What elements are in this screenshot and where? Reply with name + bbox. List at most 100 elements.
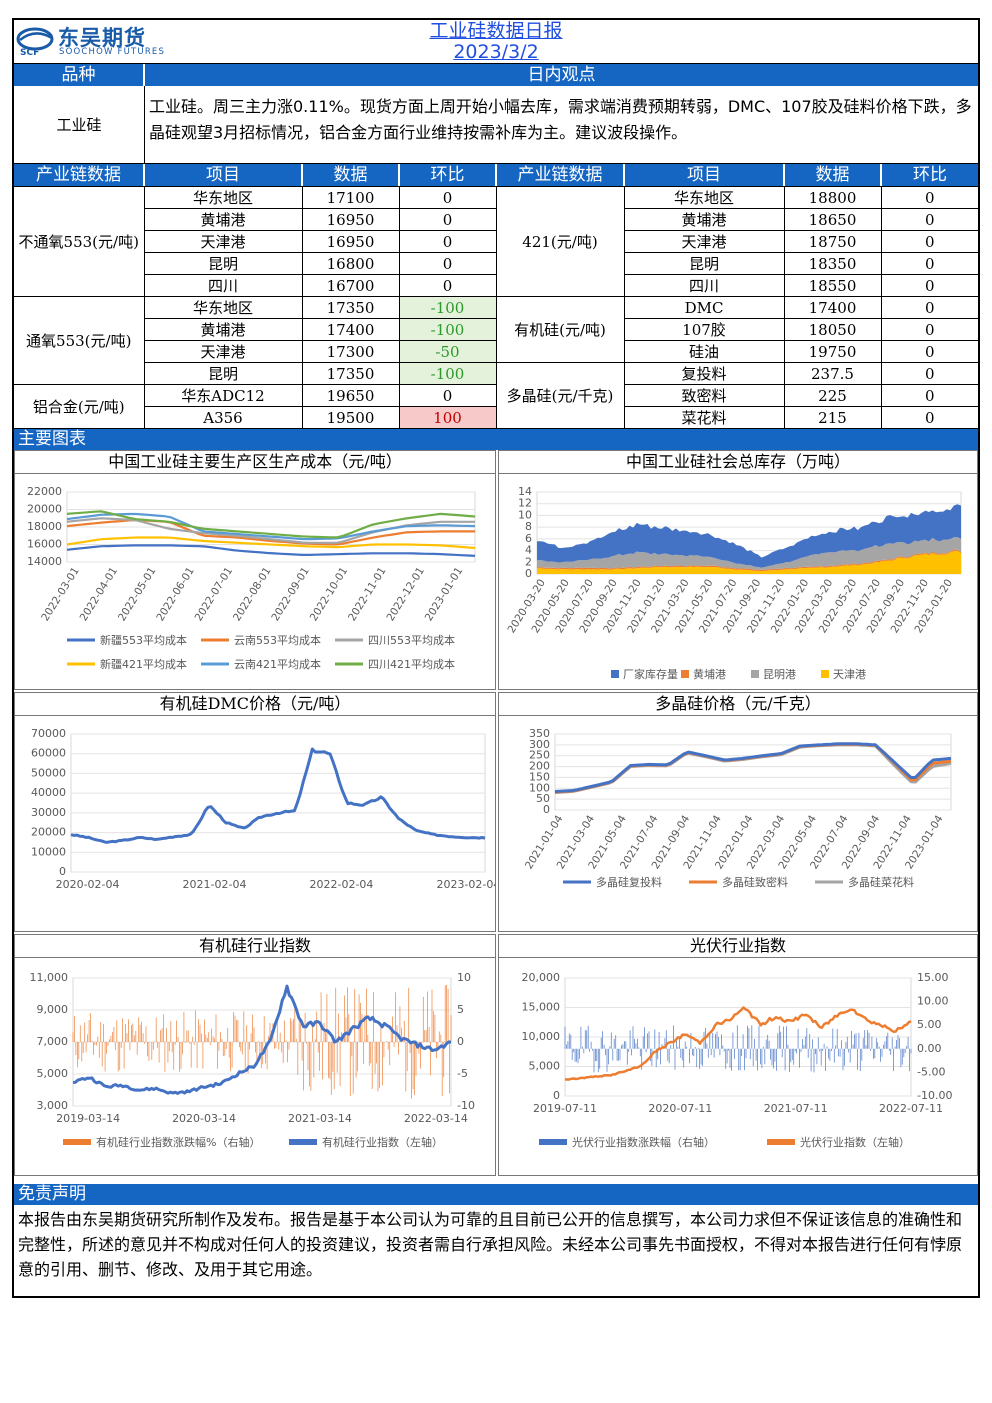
right-value-cell: 237.5: [783, 362, 882, 385]
plot-area: [70, 733, 486, 873]
x-tick-label: 2022-09-01: [269, 565, 312, 623]
right-item-cell: 四川: [623, 274, 785, 297]
right-change-cell: 0: [880, 186, 980, 209]
x-tick-label: 2022-06-01: [154, 565, 197, 623]
chart-cell-dmc: 有机硅DMC价格（元/吨） 70000 60000 50000 40000 30000 2…: [14, 692, 496, 932]
y-tick-label: 14: [518, 485, 532, 498]
chart-polysilicon-price: 3503002502001501005002021-01-042021-03-0…: [499, 715, 977, 889]
y-tick-label: 40000: [31, 786, 66, 799]
y-tick-label: 30000: [31, 806, 66, 819]
y-tick-label: 15,000: [522, 1001, 561, 1014]
variety-name: 工业硅: [14, 86, 145, 163]
view-header-bar: 品种 日内观点: [12, 64, 980, 86]
table-row: 昆明 17350 -100 多晶硅(元/千克) 复投料 237.5 0: [13, 362, 980, 429]
y-right-tick-label: 0.00: [917, 1042, 942, 1055]
right-change-cell: 0: [880, 362, 980, 385]
left-group-label: 通氧553(元/吨): [12, 296, 145, 385]
chart-title-polysilicon: 多晶硅价格（元/千克）: [655, 694, 821, 713]
right-item-cell: 菜花料: [623, 406, 785, 429]
left-change-cell: 0: [398, 230, 497, 253]
y-tick-label: 5,000: [37, 1067, 69, 1080]
chart-cell-cost: 中国工业硅主要生产区生产成本（元/吨） 22000 20000 18000 16000…: [14, 450, 496, 690]
legend-label: 黄埔港: [693, 667, 726, 681]
legend-label: 光伏行业指数（左轴）: [800, 1135, 910, 1149]
x-tick-label: 2022-07-11: [879, 1102, 943, 1115]
x-tick-label: 2022-12-01: [384, 565, 427, 623]
y-right-tick-label: -10: [457, 1099, 475, 1112]
left-group-label: 铝合金(元/吨): [12, 384, 145, 429]
left-item-cell: 华东地区: [143, 186, 303, 209]
right-item-cell: 复投料: [623, 362, 785, 385]
left-value-cell: 16950: [301, 208, 400, 231]
chart-title-pv-index: 光伏行业指数: [689, 936, 786, 955]
series-line: [554, 743, 952, 795]
legend-label: 四川553平均成本: [368, 633, 455, 647]
x-tick-label: 2021-07-11: [764, 1102, 828, 1115]
table-row: 四川 16700 0 四川 18550 0: [13, 274, 980, 297]
chart-title-inventory: 中国工业硅社会总库存（万吨）: [625, 452, 850, 471]
series-line: [66, 517, 475, 544]
left-item-cell: 昆明: [143, 252, 303, 275]
series-line: [66, 544, 476, 557]
x-tick-label: 2023-01-01: [423, 565, 466, 623]
x-tick-label: 2020-03-14: [172, 1112, 236, 1125]
y-tick-label: 12: [518, 497, 532, 510]
left-change-cell: 0: [398, 384, 497, 407]
series-change-bars: [72, 985, 452, 1099]
y-tick-label: 0: [59, 865, 66, 878]
right-change-cell: 0: [880, 384, 980, 407]
chart-social-inventory: 141210864202020-03-202020-05-202020-07-2…: [499, 473, 977, 681]
y-tick-label: 11,000: [30, 971, 69, 984]
y-tick-label: 7,000: [37, 1035, 69, 1048]
right-value-cell: 215: [783, 406, 882, 429]
legend-label: 昆明港: [763, 668, 796, 681]
x-tick-label: 2020-02-04: [56, 878, 120, 891]
left-change-cell: -100: [398, 362, 497, 385]
series-change-bars: [564, 1025, 912, 1073]
right-value-cell: 225: [783, 384, 882, 407]
y-tick-label: 9,000: [37, 1003, 69, 1016]
y-tick-label: 50: [536, 792, 550, 805]
logo-english-name: SOOCHOW FUTURES: [59, 47, 166, 57]
logo-chinese-name: 东吴期货: [58, 26, 146, 50]
chart-silicone-index: 11,000 9,000 7,000 5,000 3,000 10 5 0 -5 -10 2019-…: [15, 957, 495, 1149]
right-group-label: 421(元/吨): [495, 186, 625, 297]
x-tick-label: 2019-07-11: [533, 1102, 597, 1115]
series-line: [66, 536, 476, 550]
y-tick-label: 150: [529, 770, 550, 783]
disclaimer-text: 本报告由东吴期货研究所制作及发布。报告是基于本公司认为可靠的且目前已公开的信息撰…: [12, 1205, 980, 1298]
right-value-cell: 18550: [783, 274, 882, 297]
y-tick-label: 60000: [31, 747, 66, 760]
y-tick-label: 100: [529, 781, 550, 794]
series-line: [66, 510, 476, 539]
y-tick-label: 20,000: [522, 971, 561, 984]
variety-column-header: 品种: [14, 64, 145, 86]
y-tick-label: 70000: [31, 727, 66, 740]
right-change-cell: 0: [880, 406, 980, 429]
left-change-cell: 0: [398, 186, 497, 209]
series-line: [564, 1006, 912, 1081]
chart-title-cost: 中国工业硅主要生产区生产成本（元/吨）: [108, 452, 402, 471]
item-header-left: 项目: [145, 164, 303, 186]
y-tick-label: 18000: [27, 520, 62, 533]
chart-dmc-price: 70000 60000 50000 40000 30000 20000 10000 02020…: [15, 715, 495, 891]
y-tick-label: 10: [518, 508, 532, 521]
legend-label: 有机硅行业指数（左轴）: [322, 1135, 443, 1149]
series-area: [537, 504, 961, 568]
y-tick-label: 300: [529, 738, 550, 751]
y-tick-label: 350: [529, 727, 550, 740]
right-value-cell: 18750: [783, 230, 882, 253]
x-tick-label: 2021-03-14: [288, 1112, 352, 1125]
left-item-cell: 昆明: [143, 362, 303, 385]
y-tick-label: 3,000: [37, 1099, 69, 1112]
left-value-cell: 16800: [301, 252, 400, 275]
left-item-cell: 四川: [143, 274, 303, 297]
right-item-cell: 黄埔港: [623, 208, 785, 231]
left-value-cell: 16950: [301, 230, 400, 253]
right-change-cell: 0: [880, 340, 980, 363]
y-tick-label: 4: [525, 544, 532, 557]
change-header-right: 环比: [913, 165, 947, 185]
left-group-label: 不通氧553(元/吨): [12, 186, 145, 297]
right-item-cell: DMC: [623, 296, 785, 319]
y-tick-label: 200: [529, 760, 550, 773]
